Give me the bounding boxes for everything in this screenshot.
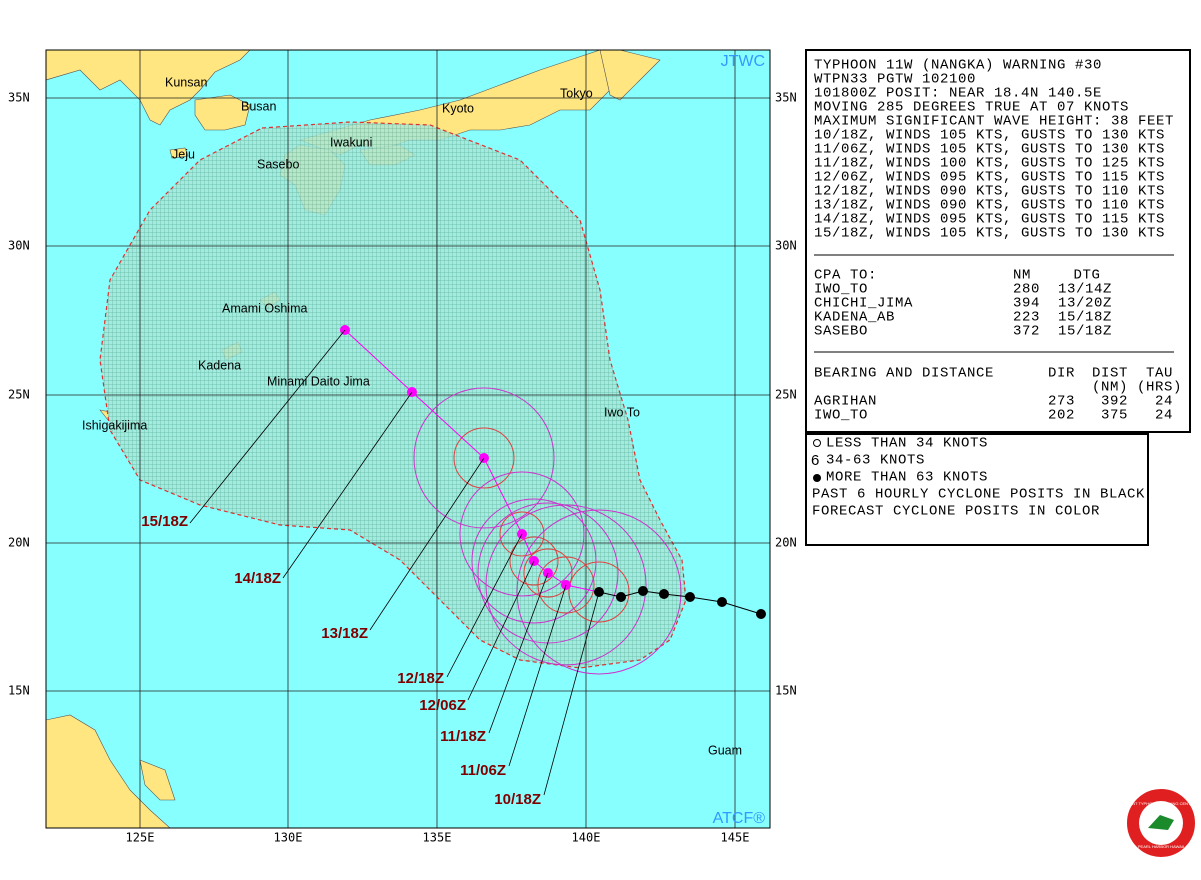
place-name: Guam	[708, 743, 742, 757]
cpa-header: NM	[1013, 268, 1031, 284]
cpa-cell: SASEBO	[814, 324, 868, 340]
warning-line: 101800Z POSIT: NEAR 18.4N 140.5E	[814, 86, 1102, 102]
place-name: Iwakuni	[330, 135, 372, 149]
lat-label: 30N	[8, 239, 30, 253]
warning-line: 12/06Z, WINDS 095 KTS, GUSTS TO 115 KTS	[814, 170, 1165, 186]
lon-label: 145E	[721, 831, 750, 845]
bearing-cell: 24	[1155, 394, 1173, 410]
lat-label: 35N	[775, 91, 797, 105]
legend-entry: MORE THAN 63 KNOTS	[826, 470, 988, 486]
bearing-header: TAU	[1146, 366, 1173, 382]
lat-label: 20N	[775, 536, 797, 550]
cpa-cell: 15/18Z	[1058, 310, 1112, 326]
lat-label: 30N	[775, 239, 797, 253]
place-name: Ishigakijima	[82, 418, 147, 432]
warning-line: MAXIMUM SIGNIFICANT WAVE HEIGHT: 38 FEET	[814, 114, 1174, 130]
lon-label: 135E	[423, 831, 452, 845]
cpa-cell: 394	[1013, 296, 1040, 312]
warning-line: 12/18Z, WINDS 090 KTS, GUSTS TO 110 KTS	[814, 184, 1165, 200]
place-name: Iwo To	[604, 405, 640, 419]
source-label: JTWC	[721, 53, 765, 70]
cpa-cell: 13/20Z	[1058, 296, 1112, 312]
warning-line: 15/18Z, WINDS 105 KTS, GUSTS TO 130 KTS	[814, 226, 1165, 242]
place-name: Busan	[241, 99, 276, 113]
legend-entry: LESS THAN 34 KNOTS	[826, 436, 988, 452]
cpa-cell: 15/18Z	[1058, 324, 1112, 340]
cpa-cell: 13/14Z	[1058, 282, 1112, 298]
bearing-cell: 375	[1101, 408, 1128, 424]
warning-line: 14/18Z, WINDS 095 KTS, GUSTS TO 115 KTS	[814, 212, 1165, 228]
place-name: Amami Oshima	[222, 301, 307, 315]
bearing-subheader: (NM)	[1092, 380, 1128, 396]
lat-label: 25N	[775, 388, 797, 402]
cpa-cell: 223	[1013, 310, 1040, 326]
legend-entry: 34-63 KNOTS	[826, 453, 925, 469]
bearing-cell: AGRIHAN	[814, 394, 877, 410]
track-label: 10/18Z	[494, 791, 541, 808]
lon-label: 130E	[274, 831, 303, 845]
map: JTWC ATCF® Kunsan Busan Jeju Sasebo Iwakuni K…	[46, 50, 770, 828]
lat-label: 35N	[8, 91, 30, 105]
legend-symbol: 6	[811, 452, 819, 469]
legend-panel	[805, 433, 1149, 546]
bearing-header: DIR	[1048, 366, 1075, 382]
atcf-label: ATCF®	[713, 810, 766, 827]
bearing-subheader: (HRS)	[1137, 380, 1182, 396]
track-label: 12/06Z	[419, 697, 466, 714]
cpa-header: DTG	[1073, 268, 1100, 284]
track-label: 11/06Z	[460, 762, 506, 779]
legend-entry: FORECAST CYCLONE POSITS IN COLOR	[812, 504, 1100, 520]
map-frame	[45, 49, 771, 829]
bearing-cell: 24	[1155, 408, 1173, 424]
place-name: Kadena	[198, 358, 241, 372]
warning-line: 10/18Z, WINDS 105 KTS, GUSTS TO 130 KTS	[814, 128, 1165, 144]
track-label: 11/18Z	[440, 728, 486, 745]
cpa-cell: KADENA_AB	[814, 310, 895, 326]
place-name: Jeju	[172, 147, 195, 161]
logo-text: JOINT TYPHOON WARNING CENTER	[1126, 801, 1196, 806]
warning-line: 11/06Z, WINDS 105 KTS, GUSTS TO 130 KTS	[814, 142, 1165, 158]
bearing-cell: IWO_TO	[814, 408, 868, 424]
track-label: 12/18Z	[397, 670, 444, 687]
cpa-header: CPA TO:	[814, 268, 877, 284]
cpa-cell: CHICHI_JIMA	[814, 296, 913, 312]
legend-symbol	[813, 474, 821, 482]
warning-line: 11/18Z, WINDS 100 KTS, GUSTS TO 125 KTS	[814, 156, 1165, 172]
lon-label: 125E	[126, 831, 155, 845]
place-name: Sasebo	[257, 157, 299, 171]
warning-line: MOVING 285 DEGREES TRUE AT 07 KNOTS	[814, 100, 1129, 116]
warning-line: 13/18Z, WINDS 090 KTS, GUSTS TO 110 KTS	[814, 198, 1165, 214]
place-name: Kyoto	[442, 101, 474, 115]
lon-label: 140E	[572, 831, 601, 845]
track-label: 15/18Z	[141, 513, 188, 530]
warning-line: WTPN33 PGTW 102100	[814, 72, 976, 88]
track-label: 13/18Z	[321, 625, 368, 642]
bearing-cell: 273	[1048, 394, 1075, 410]
logo-text: PEARL HARBOR HAWAII	[1138, 844, 1184, 849]
place-name: Tokyo	[560, 86, 593, 100]
track-label: 14/18Z	[234, 570, 281, 587]
lat-label: 25N	[8, 388, 30, 402]
bearing-cell: 202	[1048, 408, 1075, 424]
place-name: Minami Daito Jima	[267, 374, 370, 388]
lat-label: 15N	[775, 684, 797, 698]
cpa-cell: IWO_TO	[814, 282, 868, 298]
logo	[1125, 787, 1197, 859]
lat-label: 15N	[8, 684, 30, 698]
label-leaders	[189, 329, 600, 796]
legend-entry: PAST 6 HOURLY CYCLONE POSITS IN BLACK	[812, 487, 1145, 503]
place-name: Kunsan	[165, 75, 207, 89]
warning-line: TYPHOON 11W (NANGKA) WARNING #30	[814, 58, 1102, 74]
legend-symbol	[813, 439, 821, 447]
cpa-cell: 280	[1013, 282, 1040, 298]
lat-label: 20N	[8, 536, 30, 550]
bearing-cell: 392	[1101, 394, 1128, 410]
bearing-header: DIST	[1092, 366, 1128, 382]
warning-panel	[805, 49, 1191, 433]
cpa-cell: 372	[1013, 324, 1040, 340]
bearing-header: BEARING AND DISTANCE	[814, 366, 994, 382]
